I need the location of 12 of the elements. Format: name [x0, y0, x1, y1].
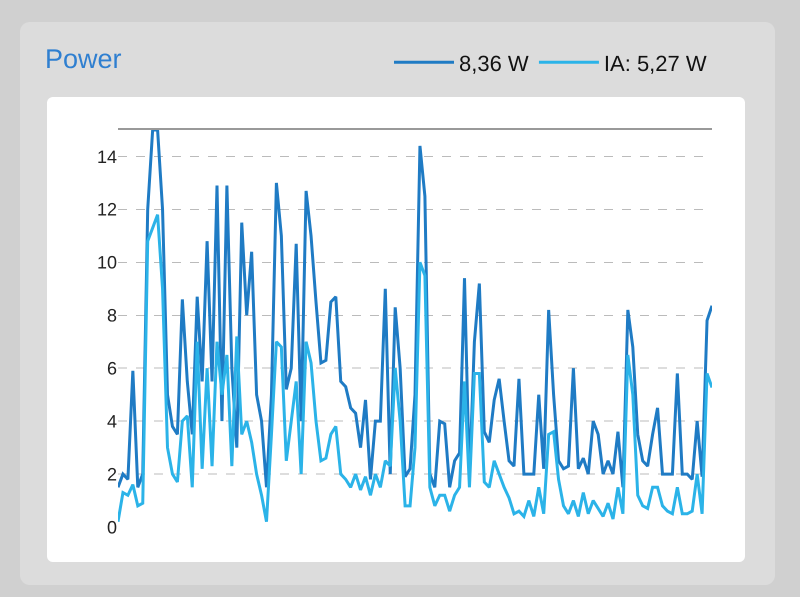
y-tick-label: 10 [96, 252, 117, 273]
y-tick-label: 0 [106, 517, 117, 538]
y-tick-label: 12 [96, 200, 117, 220]
y-tick-label: 8 [106, 306, 117, 326]
y-tick-label: 4 [106, 411, 117, 432]
legend-label: 8,36 W [459, 50, 529, 76]
y-tick-label: 2 [106, 464, 117, 484]
chart-title: Power [45, 44, 122, 75]
line-series [118, 213, 712, 524]
y-tick-label: 6 [106, 358, 117, 378]
y-tick-label: 14 [96, 146, 117, 167]
legend-label: IA: 5,27 W [604, 50, 707, 76]
